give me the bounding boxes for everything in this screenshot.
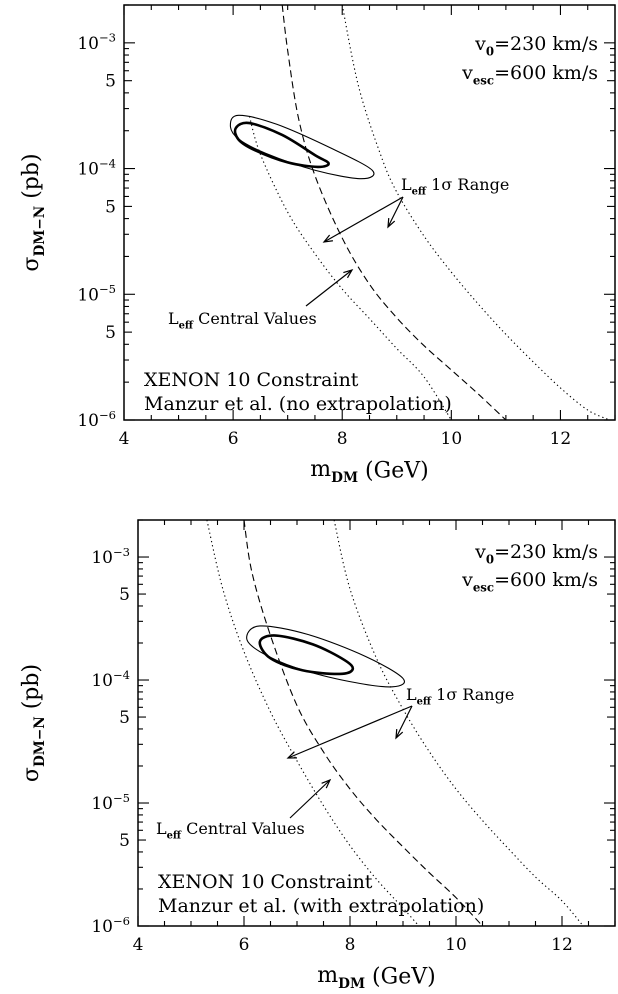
contour-inner <box>258 634 355 676</box>
y-tick-label: 10−4 <box>91 668 130 691</box>
chart-panel-bottom: 4 6 8 10 12 10−3 5 10−4 5 10−5 5 10−6 mDM (GeV) σDM−N… <box>19 519 616 992</box>
y-axis-label: σDM−N (pb) <box>19 153 48 271</box>
central-arrow <box>305 269 353 307</box>
curves <box>229 5 610 420</box>
central-arrow-head <box>343 269 354 279</box>
y-tick-label: 10−4 <box>77 156 116 179</box>
range-arrow <box>387 196 404 228</box>
contour-inner <box>233 121 330 169</box>
x-tick-label: 4 <box>119 429 130 449</box>
y-tick-label: 5 <box>105 72 116 92</box>
x-tick-label: 12 <box>551 935 573 955</box>
leff-range-label: Leff 1σ Range <box>406 685 514 707</box>
constraint-subtitle: Manzur et al. (with extrapolation) <box>158 895 484 917</box>
leff-central-curve <box>281 5 507 420</box>
y-axis-label: σDM−N (pb) <box>19 664 48 782</box>
param-label-1: vesc=600 km/s <box>461 62 598 87</box>
leff-central-label: Leff Central Values <box>156 819 305 841</box>
x-tick-label: 10 <box>445 935 467 955</box>
leff-range-curve-2 <box>333 520 584 926</box>
y-tick-label: 10−6 <box>77 408 116 431</box>
x-tick-label: 10 <box>441 429 463 449</box>
leff-range-curve-1 <box>248 116 452 420</box>
x-tick-label: 8 <box>345 935 356 955</box>
range-arrow <box>323 196 404 243</box>
curves <box>206 520 584 926</box>
x-axis-label: mDM (GeV) <box>317 963 435 992</box>
leff-range-curve-2 <box>341 5 610 420</box>
constraint-subtitle: Manzur et al. (no extrapolation) <box>144 393 452 415</box>
range-arrow-head <box>286 751 298 759</box>
x-tick-label: 6 <box>228 429 239 449</box>
y-tick-label: 10−5 <box>77 282 116 305</box>
leff-range-curve-1 <box>206 520 420 926</box>
range-arrow-head <box>395 728 404 740</box>
central-arrow-head <box>321 778 332 789</box>
x-axis-label: mDM (GeV) <box>310 457 428 486</box>
param-label-0: v0=230 km/s <box>474 33 598 58</box>
y-tick-label: 10−3 <box>77 31 116 54</box>
x-tick-label: 12 <box>550 429 572 449</box>
contour-outer <box>229 114 375 180</box>
param-label-0: v0=230 km/s <box>474 541 598 566</box>
range-arrow-head <box>322 234 333 243</box>
constraint-title: XENON 10 Constraint <box>144 369 359 391</box>
x-tick-label: 4 <box>133 935 144 955</box>
x-tick-label: 8 <box>337 429 348 449</box>
y-tick-label: 10−5 <box>91 791 130 814</box>
central-arrow <box>289 779 331 819</box>
param-label-1: vesc=600 km/s <box>461 569 598 594</box>
chart-panel-top: 4 6 8 10 12 10−3 5 10−4 5 10−5 5 10−6 mDM (GeV) σDM−N… <box>19 4 616 486</box>
contour-outer <box>246 625 405 688</box>
y-tick-label: 5 <box>119 831 130 851</box>
leff-range-label: Leff 1σ Range <box>401 175 509 197</box>
range-arrow-head <box>387 217 396 229</box>
range-arrow <box>395 705 413 739</box>
constraint-title: XENON 10 Constraint <box>158 871 373 893</box>
range-arrow <box>287 705 413 759</box>
y-tick-label: 5 <box>119 585 130 605</box>
y-tick-label: 5 <box>105 197 116 217</box>
leff-central-curve <box>243 520 483 926</box>
x-tick-label: 6 <box>239 935 250 955</box>
y-tick-label: 10−6 <box>91 914 130 937</box>
y-tick-label: 10−3 <box>91 545 130 568</box>
y-tick-label: 5 <box>119 708 130 728</box>
y-tick-label: 5 <box>105 323 116 343</box>
leff-central-label: Leff Central Values <box>168 309 317 331</box>
